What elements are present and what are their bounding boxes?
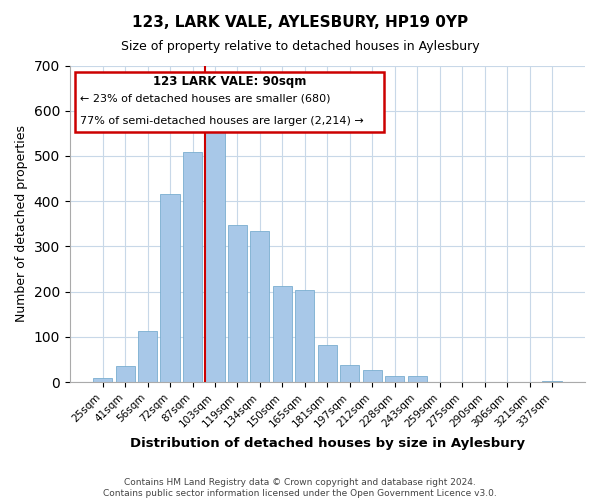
Bar xyxy=(295,290,314,382)
Bar xyxy=(273,286,292,382)
Text: 77% of semi-detached houses are larger (2,214) →: 77% of semi-detached houses are larger (… xyxy=(80,116,364,126)
Bar xyxy=(183,152,202,382)
Bar xyxy=(363,370,382,382)
Bar xyxy=(116,366,134,382)
Y-axis label: Number of detached properties: Number of detached properties xyxy=(15,126,28,322)
Text: 123 LARK VALE: 90sqm: 123 LARK VALE: 90sqm xyxy=(153,75,306,88)
Bar xyxy=(318,345,337,382)
Text: 123, LARK VALE, AYLESBURY, HP19 0YP: 123, LARK VALE, AYLESBURY, HP19 0YP xyxy=(132,15,468,30)
Bar xyxy=(160,194,179,382)
Text: Contains HM Land Registry data © Crown copyright and database right 2024.
Contai: Contains HM Land Registry data © Crown c… xyxy=(103,478,497,498)
FancyBboxPatch shape xyxy=(75,72,384,132)
Bar xyxy=(407,376,427,382)
X-axis label: Distribution of detached houses by size in Aylesbury: Distribution of detached houses by size … xyxy=(130,437,525,450)
Bar xyxy=(205,122,224,382)
Bar xyxy=(93,378,112,382)
Bar xyxy=(138,331,157,382)
Bar xyxy=(542,381,562,382)
Bar xyxy=(250,230,269,382)
Text: Size of property relative to detached houses in Aylesbury: Size of property relative to detached ho… xyxy=(121,40,479,53)
Bar xyxy=(340,366,359,382)
Text: ← 23% of detached houses are smaller (680): ← 23% of detached houses are smaller (68… xyxy=(80,94,331,104)
Bar xyxy=(228,225,247,382)
Bar xyxy=(385,376,404,382)
